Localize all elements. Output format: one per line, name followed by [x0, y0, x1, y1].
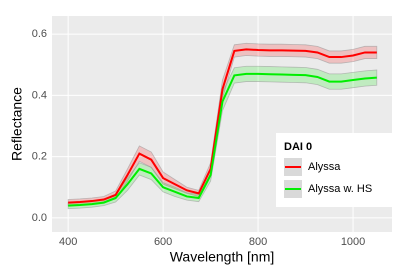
x-tick-label: 600	[154, 236, 172, 248]
x-axis-title: Wavelength [nm]	[170, 249, 275, 265]
x-tick-label: 1000	[341, 236, 365, 248]
ribbon	[67, 42, 378, 207]
line	[68, 72, 377, 207]
line	[68, 48, 377, 204]
y-tick-label: 0.4	[32, 89, 47, 101]
x-tick-label: 800	[249, 236, 267, 248]
y-tick-label: 0.6	[32, 28, 47, 40]
ribbon	[67, 65, 378, 210]
legend-label: Alyssa w. HS	[308, 183, 372, 195]
legend-title: DAI 0	[284, 141, 312, 153]
x-tick-label: 400	[59, 236, 77, 248]
y-tick-label: 0.2	[32, 151, 47, 163]
y-tick-label: 0.0	[32, 212, 47, 224]
y-axis-title: Reflectance	[9, 87, 25, 161]
legend-label: Alyssa	[308, 161, 341, 173]
